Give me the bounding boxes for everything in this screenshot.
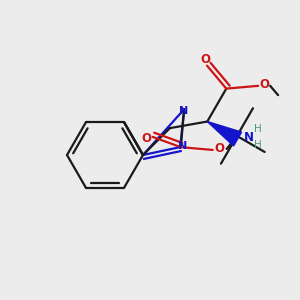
Text: H: H (254, 140, 261, 150)
Text: O: O (259, 78, 269, 91)
Text: O: O (200, 53, 210, 66)
Text: N: N (178, 141, 187, 151)
Text: H: H (254, 124, 261, 134)
Text: N: N (178, 106, 188, 116)
Text: N: N (244, 130, 254, 143)
Text: O: O (142, 132, 152, 146)
Polygon shape (207, 122, 242, 146)
Text: O: O (215, 142, 225, 155)
